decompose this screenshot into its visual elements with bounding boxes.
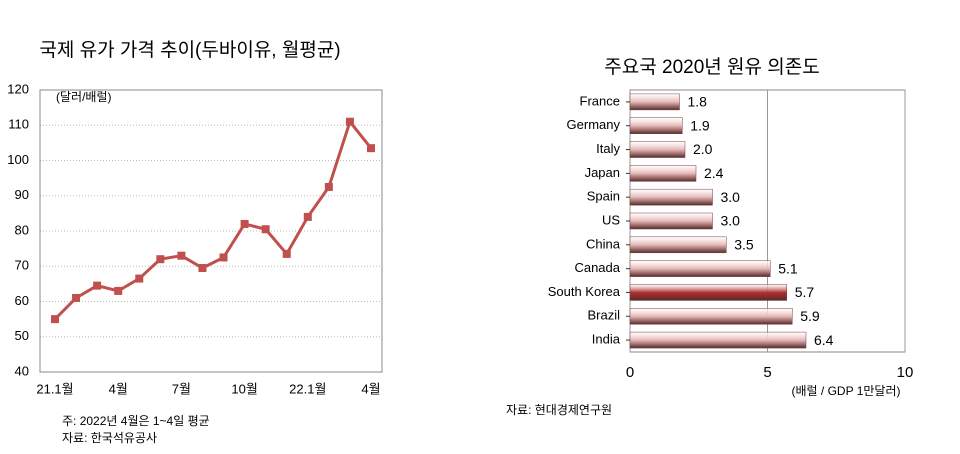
x-tick-label: 4월: [361, 381, 380, 396]
marker: [198, 264, 207, 273]
marker: [219, 253, 228, 262]
bar: [629, 212, 713, 230]
y-tick-label: US: [602, 212, 620, 227]
note: 자료: 한국석유공사: [62, 431, 157, 445]
marker: [303, 212, 312, 221]
value-label: 5.9: [800, 308, 820, 324]
y-tick-label: 90: [15, 187, 29, 202]
value-label: 6.4: [814, 332, 834, 348]
bar: [629, 308, 793, 325]
value-label: 2.0: [693, 141, 713, 157]
bar: [629, 117, 683, 134]
bar: [629, 141, 686, 158]
marker: [114, 286, 123, 295]
marker: [93, 281, 102, 290]
y-tick-label: Italy: [596, 141, 620, 156]
value-label: 5.7: [795, 284, 815, 300]
x-tick-label: 5: [763, 364, 771, 381]
bar: [629, 236, 727, 254]
y-tick-label: Canada: [574, 260, 620, 275]
marker: [156, 255, 165, 264]
axis-label: (배럴 / GDP 1만달러): [792, 384, 901, 398]
x-tick-label: 0: [626, 364, 634, 381]
bar: [629, 331, 807, 349]
y-tick-label: 110: [8, 117, 29, 132]
x-tick-label: 21.1월: [36, 381, 73, 396]
y-tick-label: France: [580, 93, 620, 108]
x-tick-label: 10월: [231, 381, 257, 396]
marker: [367, 144, 375, 153]
value-label: 3.5: [734, 237, 754, 253]
marker: [51, 315, 59, 324]
y-tick-label: 60: [15, 293, 29, 308]
x-tick-label: 7월: [172, 381, 191, 396]
bar: [629, 284, 787, 301]
value-label: 1.8: [688, 94, 708, 110]
y-tick-label: Spain: [587, 189, 620, 204]
bar: [629, 93, 680, 111]
marker: [177, 251, 186, 260]
marker: [240, 219, 249, 228]
chart-title: 주요국 2020년 원유 의존도: [604, 56, 819, 78]
value-label: 5.1: [778, 260, 798, 276]
value-label: 3.0: [721, 189, 741, 205]
plot-frame: [39, 89, 383, 373]
value-label: 1.9: [690, 117, 710, 133]
y-tick-label: 100: [7, 152, 29, 167]
y-tick-label: India: [592, 332, 621, 347]
y-tick-label: China: [586, 236, 621, 251]
marker: [324, 182, 333, 191]
y-tick-label: 80: [15, 222, 29, 237]
x-tick-label: 10: [897, 364, 914, 381]
bar: [629, 260, 771, 277]
y-tick-label: Brazil: [587, 308, 620, 323]
note: 주: 2022년 4월은 1~4일 평균: [62, 414, 210, 428]
y-tick-label: 70: [15, 258, 29, 273]
x-tick-label: 22.1월: [289, 381, 326, 396]
bar: [629, 165, 697, 182]
x-tick-label: 4월: [109, 381, 128, 396]
unit-label: (달러/배럴): [56, 90, 112, 104]
marker: [282, 249, 291, 258]
marker: [345, 117, 354, 126]
value-label: 2.4: [704, 165, 724, 181]
chart-title: 국제 유가 가격 추이(두바이유, 월평균): [39, 39, 340, 61]
source: 자료: 현대경제연구원: [506, 403, 612, 417]
value-label: 3.0: [721, 213, 741, 229]
y-tick-label: 50: [15, 328, 29, 343]
line: [53, 118, 373, 321]
bar: [629, 188, 713, 206]
y-tick-label: 40: [15, 363, 29, 378]
marker: [135, 274, 144, 283]
y-tick-label: Germany: [567, 117, 621, 132]
y-tick-label: Japan: [585, 165, 620, 180]
marker: [261, 225, 270, 234]
y-tick-label: South Korea: [548, 284, 621, 299]
marker: [72, 293, 81, 302]
y-tick-label: 120: [7, 81, 29, 96]
